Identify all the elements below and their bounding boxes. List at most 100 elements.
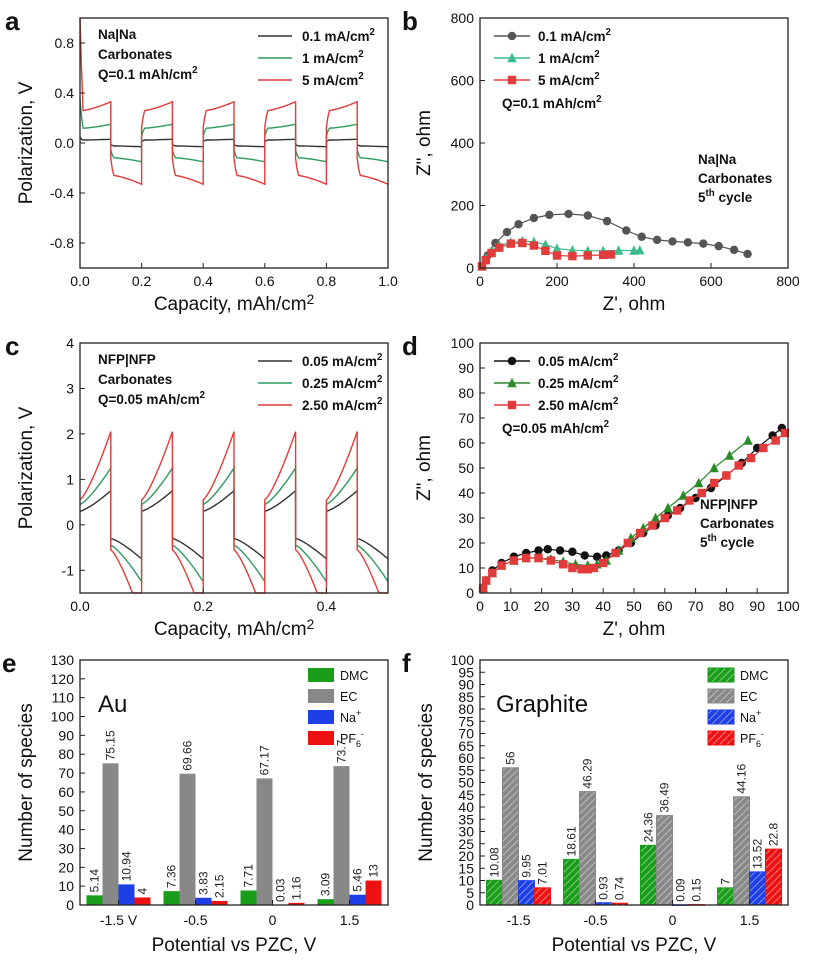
bar-dmc bbox=[317, 899, 334, 905]
data-point bbox=[771, 436, 780, 445]
data-point bbox=[552, 251, 562, 260]
y-tick-label: 60 bbox=[58, 784, 74, 800]
bar-dmc bbox=[163, 891, 180, 905]
y-tick-label: 40 bbox=[58, 822, 74, 838]
x-tick-label: 20 bbox=[534, 598, 550, 614]
bar-value-label: 24.36 bbox=[642, 812, 656, 842]
data-point bbox=[583, 565, 592, 574]
data-point bbox=[652, 235, 662, 245]
x-tick-label: 800 bbox=[776, 273, 800, 289]
legend-note: Q=0.05 mAh/cm2 bbox=[502, 419, 610, 436]
bar-value-label: 3.83 bbox=[197, 871, 211, 895]
bar-value-label: 10.94 bbox=[120, 851, 134, 881]
y-tick-label: 100 bbox=[451, 652, 475, 668]
x-tick-label: 1.5 bbox=[740, 912, 760, 928]
y-tick-label: 15 bbox=[458, 860, 474, 876]
data-point bbox=[714, 241, 723, 251]
data-point bbox=[780, 428, 790, 438]
y-tick-label: 0 bbox=[466, 585, 474, 601]
x-axis-title: Z', ohm bbox=[603, 294, 666, 315]
data-point bbox=[518, 238, 527, 248]
legend-label: EC bbox=[340, 690, 357, 704]
data-point bbox=[481, 576, 491, 585]
bar-pf6 bbox=[365, 880, 382, 905]
legend-label: 0.25 mA/cm2 bbox=[538, 374, 619, 391]
legend-label: EC bbox=[740, 690, 757, 704]
legend-label: 2.50 mA/cm2 bbox=[538, 396, 619, 413]
annotation-line: Na|Na bbox=[698, 152, 737, 167]
annotation-line: Q=0.1 mAh/cm2 bbox=[98, 65, 198, 82]
data-point bbox=[509, 556, 519, 565]
data-point bbox=[663, 502, 673, 513]
panel-label: e bbox=[2, 648, 16, 678]
y-tick-label: 30 bbox=[458, 510, 474, 526]
y-tick-label: 75 bbox=[458, 713, 474, 729]
annotation-line: Na|Na bbox=[98, 27, 137, 42]
y-tick-label: 0 bbox=[466, 260, 474, 276]
y-tick-label: 20 bbox=[58, 859, 74, 875]
bar-value-label: 5.46 bbox=[351, 868, 365, 892]
panel-f: f 10.08 18.61 24.36 7 56 46.29 36.49 44.16 9.95 0.… bbox=[402, 648, 789, 956]
data-point bbox=[637, 232, 646, 241]
legend-marker bbox=[507, 356, 517, 366]
annotation-line: 5th cycle bbox=[698, 188, 753, 205]
bar-value-label: 3.09 bbox=[319, 872, 333, 896]
data-point bbox=[558, 560, 568, 569]
bar-pf6 bbox=[134, 897, 151, 905]
y-tick-label: 10 bbox=[458, 873, 474, 889]
legend-swatch bbox=[308, 731, 334, 745]
panel-a: a0.0 0.2 0.4 0.6 0.8 1.0-0.8-0.40.00.40.8Capa… bbox=[5, 6, 398, 315]
y-tick-label: 100 bbox=[51, 709, 75, 725]
data-point bbox=[497, 561, 506, 570]
y-tick-label: 85 bbox=[458, 689, 474, 705]
y-tick-label: -0.8 bbox=[50, 235, 74, 251]
legend-label: 1 mA/cm2 bbox=[302, 49, 364, 66]
y-tick-label: 40 bbox=[458, 485, 474, 501]
x-tick-label: 100 bbox=[776, 598, 800, 614]
chart-title: Graphite bbox=[496, 691, 588, 718]
annotation-line: 5th cycle bbox=[700, 533, 755, 550]
x-axis-title: Potential vs PZC, V bbox=[552, 935, 717, 956]
data-point bbox=[487, 248, 496, 258]
y-tick-label: 0.4 bbox=[55, 85, 75, 101]
data-point bbox=[502, 227, 512, 237]
data-point bbox=[552, 243, 562, 253]
legend-label: 0.1 mA/cm2 bbox=[538, 27, 612, 44]
data-point bbox=[685, 496, 694, 505]
x-tick-label: 50 bbox=[626, 598, 642, 614]
data-point bbox=[478, 583, 488, 593]
y-tick-label: 70 bbox=[458, 726, 474, 742]
x-tick-label: 0 bbox=[476, 273, 484, 289]
panel-label: f bbox=[402, 648, 411, 678]
y-tick-label: 90 bbox=[58, 727, 74, 743]
legend-swatch bbox=[308, 710, 334, 724]
y-tick-label: 95 bbox=[458, 664, 474, 680]
y-axis-title: Z", ohm bbox=[414, 435, 435, 501]
legend-label: 1 mA/cm2 bbox=[538, 49, 600, 66]
y-tick-label: 30 bbox=[58, 840, 74, 856]
bar-value-label: 44.16 bbox=[735, 763, 749, 793]
legend-label: 0.05 mA/cm2 bbox=[302, 352, 383, 369]
bar-ec bbox=[102, 763, 119, 905]
legend-label: Na+ bbox=[740, 708, 761, 725]
data-point bbox=[697, 488, 706, 498]
data-point bbox=[683, 238, 693, 247]
data-point bbox=[568, 563, 577, 573]
data-point bbox=[729, 245, 739, 255]
y-tick-label: 50 bbox=[58, 803, 74, 819]
data-point bbox=[724, 450, 735, 460]
x-tick-label: 0.4 bbox=[193, 273, 213, 289]
bar-value-label: 46.29 bbox=[581, 758, 595, 788]
y-tick-label: 80 bbox=[458, 701, 474, 717]
legend-marker bbox=[507, 377, 517, 388]
y-axis-title: Polarization, V bbox=[16, 81, 37, 204]
x-axis-title: Capacity, mAh/cm2 bbox=[154, 617, 314, 640]
x-tick-label: -1.5 bbox=[506, 912, 530, 928]
legend-swatch bbox=[707, 667, 735, 683]
y-tick-label: 0.8 bbox=[55, 35, 75, 51]
y-tick-label: 50 bbox=[458, 775, 474, 791]
data-point bbox=[693, 477, 704, 488]
panel-b: b 0 200 400 600 800 0 200 400 600 800 Z', ohm Z", oh… bbox=[402, 6, 800, 315]
data-point bbox=[529, 241, 539, 250]
